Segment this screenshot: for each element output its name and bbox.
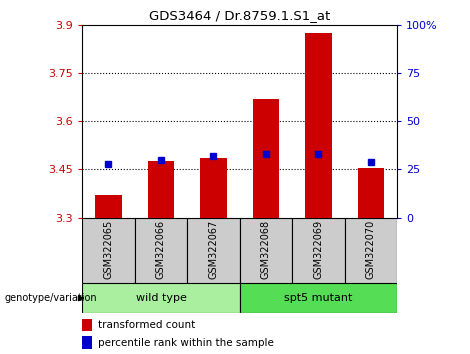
Bar [148,161,174,218]
Bar [292,218,345,283]
Bar [200,158,227,218]
Text: GSM322069: GSM322069 [313,220,323,279]
Text: transformed count: transformed count [98,320,195,330]
Bar [82,218,135,283]
Bar [187,218,240,283]
Title: GDS3464 / Dr.8759.1.S1_at: GDS3464 / Dr.8759.1.S1_at [149,9,330,22]
Bar [306,33,331,218]
Text: GSM322070: GSM322070 [366,220,376,279]
Bar [240,218,292,283]
Bar [82,319,92,331]
Text: GSM322065: GSM322065 [103,220,113,279]
Text: wild type: wild type [135,293,187,303]
Bar [82,336,92,349]
Text: genotype/variation: genotype/variation [5,293,97,303]
Bar [135,218,187,283]
Bar [95,195,122,218]
Text: GSM322066: GSM322066 [156,220,166,279]
Bar [345,218,397,283]
Text: spt5 mutant: spt5 mutant [284,293,352,303]
Text: GSM322068: GSM322068 [261,220,271,279]
Text: percentile rank within the sample: percentile rank within the sample [98,338,274,348]
Text: GSM322067: GSM322067 [209,220,219,279]
Bar [82,283,240,313]
Bar [240,283,397,313]
Bar [253,99,279,218]
Bar [358,168,384,218]
